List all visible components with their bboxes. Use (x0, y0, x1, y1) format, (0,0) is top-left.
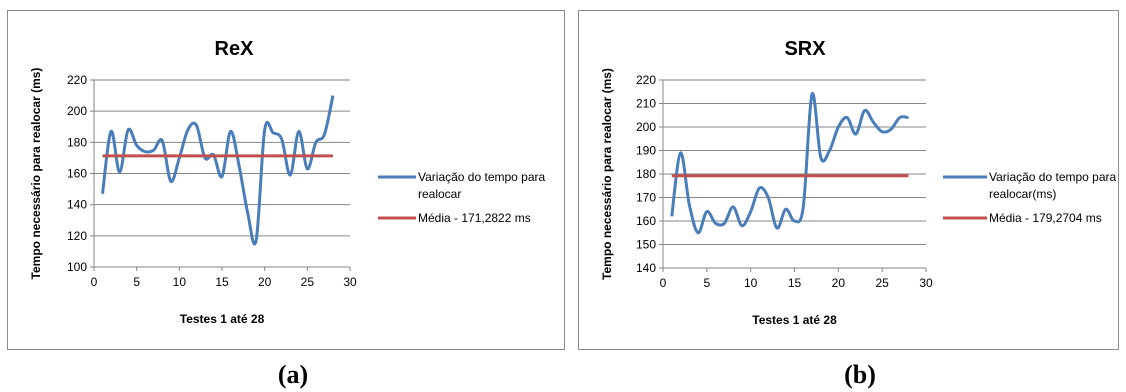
x-tick-label: 20 (258, 275, 272, 289)
series-line-variation (670, 92, 909, 235)
legend-label-mean: Média - 171,2822 ms (418, 211, 531, 225)
chart-title: SRX (784, 38, 826, 60)
x-tick-label: 10 (744, 276, 758, 290)
y-tick-label: 140 (636, 261, 656, 275)
chart-panel-srx: SRX 140 150 160 170 180 190 200 210 220 0 5 10 15 20 25… (578, 10, 1119, 350)
y-tick-label: 220 (67, 73, 87, 87)
y-tick-label: 220 (636, 73, 656, 87)
x-tick-label: 20 (832, 276, 846, 290)
series-line-variation (101, 95, 335, 246)
legend-label-variation: Variação do tempo para realocar(ms) (989, 170, 1117, 201)
x-tick-label: 25 (875, 276, 889, 290)
y-tick-label: 160 (636, 214, 656, 228)
caption-a: (a) (277, 360, 309, 389)
chart-svg-rex: ReX 100 120 140 160 180 200 220 0 5 10 15 20 25 30 Test… (29, 38, 546, 326)
y-tick-label: 180 (67, 135, 87, 149)
y-tick-label: 170 (636, 191, 656, 205)
y-tick-label: 200 (636, 120, 656, 134)
y-tick-label: 120 (67, 229, 87, 243)
x-tick-label: 10 (173, 275, 187, 289)
y-tick-label: 210 (636, 97, 656, 111)
x-axis-label: Testes 1 até 28 (180, 312, 265, 326)
x-tick-label: 30 (343, 275, 357, 289)
x-axis-label: Testes 1 até 28 (752, 313, 837, 327)
x-tick-label: 30 (919, 276, 933, 290)
y-tick-label: 150 (636, 238, 656, 252)
legend-label-variation: Variação do tempo para realocar (418, 170, 546, 201)
y-tick-label: 160 (67, 167, 87, 181)
y-tick-label: 190 (636, 144, 656, 158)
y-axis-label: Tempo necessário para realocar (ms) (600, 68, 614, 280)
chart-panel-rex: ReX 100 120 140 160 180 200 220 0 5 10 15 20 25 30 Test… (7, 10, 565, 350)
x-tick-label: 15 (788, 276, 802, 290)
y-tick-label: 180 (636, 167, 656, 181)
x-tick-label: 15 (215, 275, 229, 289)
y-tick-label: 100 (67, 260, 87, 274)
caption-b: (b) (844, 360, 876, 389)
chart-svg-srx: SRX 140 150 160 170 180 190 200 210 220 0 5 10 15 20 25… (600, 38, 1117, 327)
x-tick-label: 25 (301, 275, 315, 289)
x-tick-label: 0 (91, 275, 98, 289)
legend-label-mean: Média - 179,2704 ms (989, 211, 1102, 225)
chart-title: ReX (215, 38, 255, 60)
x-tick-label: 5 (703, 276, 710, 290)
x-tick-label: 0 (660, 276, 667, 290)
x-tick-label: 5 (133, 275, 140, 289)
y-tick-label: 200 (67, 104, 87, 118)
y-axis-label: Tempo necessário para realocar (ms) (29, 68, 43, 280)
y-tick-label: 140 (67, 198, 87, 212)
